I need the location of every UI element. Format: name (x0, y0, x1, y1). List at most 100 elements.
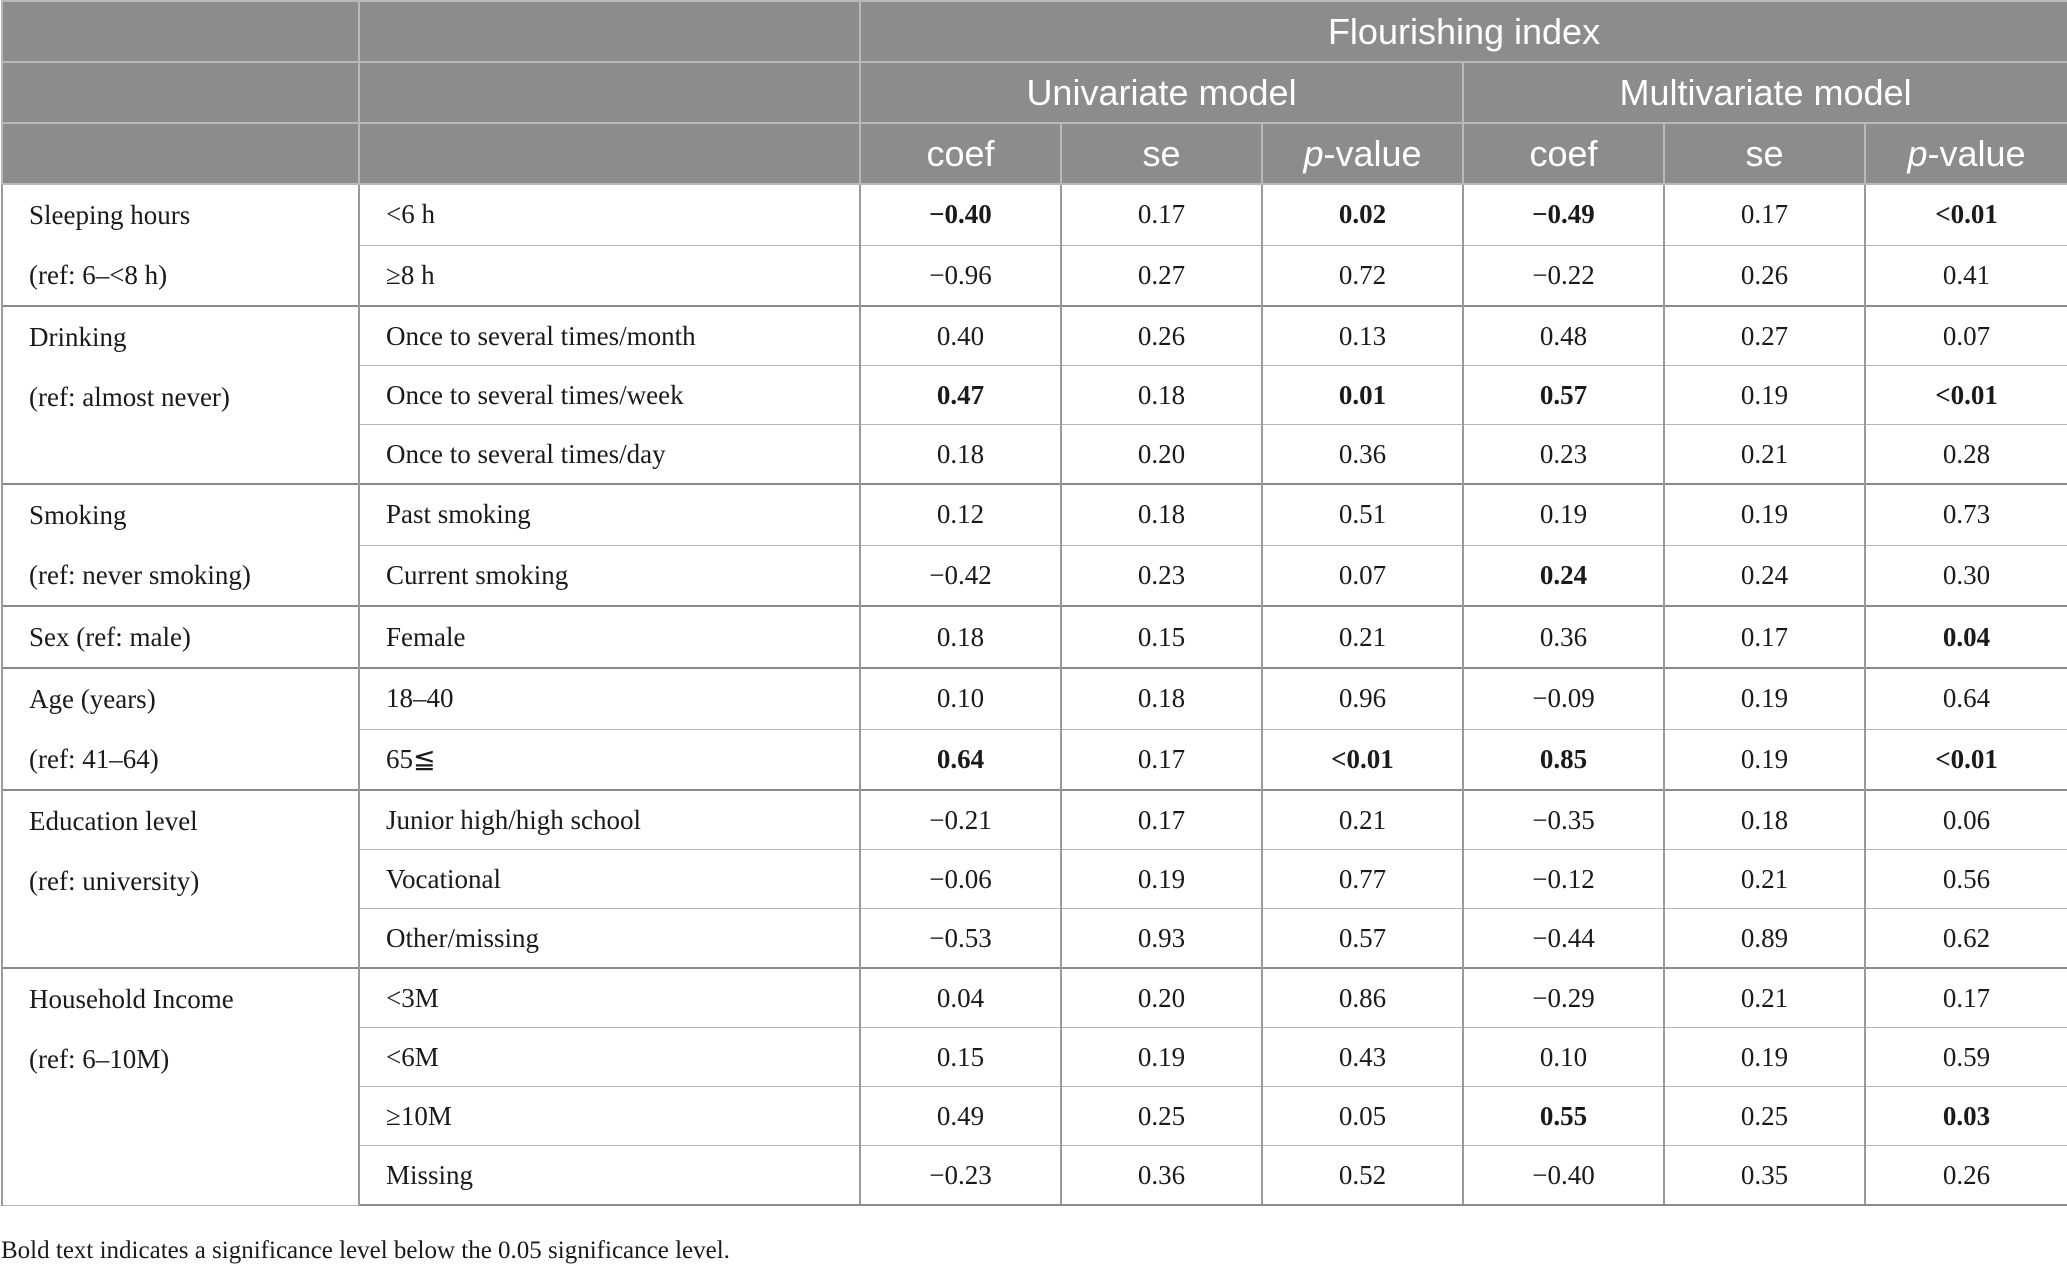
level-cell: Vocational (358, 849, 861, 909)
univariate-p-value-cell-value: <0.01 (1331, 743, 1394, 774)
univariate-coef-cell: 0.18 (859, 605, 1062, 669)
multivariate-p-value-cell-value: 0.30 (1942, 559, 1991, 590)
multivariate-p-value-cell: 0.73 (1863, 483, 2067, 546)
multivariate-p-value-cell-value: 0.73 (1942, 499, 1991, 530)
univariate-p-value-cell-value: 0.86 (1338, 982, 1387, 1013)
multivariate-p-value-cell: 0.07 (1863, 305, 2067, 366)
multivariate-coef-cell-value: 0.19 (1539, 499, 1588, 530)
variable-name: Sleeping hours (29, 200, 191, 230)
univariate-p-value-cell: 0.51 (1261, 483, 1464, 546)
regression-table: Flourishing index Univariate model Multi… (1, 0, 2067, 1206)
multivariate-coef-cell: 0.85 (1462, 728, 1665, 791)
table-row: Household Income (ref: 6–10M) <3M 0.04 0.20 0… (1, 967, 2067, 1206)
univariate-coef-cell: 0.49 (859, 1086, 1062, 1146)
univariate-se-cell: 0.20 (1060, 967, 1263, 1028)
multivariate-se-cell: 0.21 (1663, 849, 1866, 909)
univariate-se-cell: 0.18 (1060, 483, 1263, 546)
univariate-se-cell: 0.17 (1060, 183, 1263, 246)
univariate-se-cell: 0.19 (1060, 1027, 1263, 1087)
multivariate-coef-cell-value: −0.09 (1532, 683, 1595, 714)
multivariate-se-cell-value: 0.19 (1740, 683, 1789, 714)
univariate-p-value-cell-value: 0.36 (1338, 438, 1387, 469)
univariate-se-cell: 0.25 (1060, 1086, 1263, 1146)
univariate-p-value-cell: 0.72 (1261, 244, 1464, 307)
multivariate-p-value-cell-value: 0.64 (1942, 683, 1991, 714)
univariate-p-value-cell-value: 0.02 (1338, 199, 1387, 230)
multivariate-p-value-cell-value: <0.01 (1935, 743, 1998, 774)
univariate-se-cell: 0.26 (1060, 305, 1263, 366)
univariate-se-cell-value: 0.18 (1137, 683, 1186, 714)
multivariate-coef-cell: 0.24 (1462, 544, 1665, 607)
univariate-coef-cell: 0.47 (859, 365, 1062, 425)
univariate-se-cell: 0.17 (1060, 789, 1263, 850)
univariate-coef-cell-value: −0.21 (929, 804, 992, 835)
multivariate-p-value-cell: 0.64 (1863, 667, 2067, 730)
variable-name: Education level (29, 806, 198, 836)
multivariate-coef-cell: −0.35 (1462, 789, 1665, 850)
multivariate-p-value-cell-value: 0.04 (1942, 621, 1991, 652)
variable-reference: (ref: 6–<8 h) (29, 260, 168, 290)
univariate-se-cell-value: 0.93 (1137, 922, 1186, 953)
level-cell: 18–40 (358, 667, 861, 730)
univariate-p-value-cell: 0.43 (1261, 1027, 1464, 1087)
multivariate-coef-cell: 0.19 (1462, 483, 1665, 546)
level-cell: Other/missing (358, 908, 861, 969)
variable-cell: Education level (ref: university) (1, 789, 360, 969)
univariate-coef-cell-value: −0.53 (929, 922, 992, 953)
univariate-coef-cell-value: −0.40 (929, 199, 992, 230)
multivariate-p-value-cell-value: 0.03 (1942, 1100, 1991, 1131)
multivariate-se-cell: 0.26 (1663, 244, 1866, 307)
multivariate-se-cell: 0.18 (1663, 789, 1866, 850)
univariate-p-value-cell: 0.36 (1261, 424, 1464, 485)
multivariate-se-cell-value: 0.21 (1740, 982, 1789, 1013)
table-row: Sleeping hours (ref: 6–<8 h) <6 h −0.40 0.17… (1, 183, 2067, 307)
multivariate-coef-cell: 0.55 (1462, 1086, 1665, 1146)
univariate-se-cell: 0.23 (1060, 544, 1263, 607)
multivariate-se-cell-value: 0.19 (1740, 743, 1789, 774)
univariate-coef-cell-value: 0.10 (936, 683, 985, 714)
multivariate-model-header: Multivariate model (1461, 61, 2067, 124)
multivariate-se-cell-value: 0.19 (1740, 379, 1789, 410)
multivariate-coef-cell-value: 0.23 (1539, 438, 1588, 469)
multivariate-p-value-cell: 0.62 (1863, 908, 2067, 969)
header-blank-cell (358, 61, 861, 124)
univariate-coef-cell: 0.64 (859, 728, 1062, 791)
multivariate-p-value-cell-value: 0.28 (1942, 438, 1991, 469)
univariate-se-cell: 0.19 (1060, 849, 1263, 909)
univariate-coef-cell-value: 0.04 (936, 982, 985, 1013)
header-blank-cell (1, 0, 360, 63)
univariate-se-cell-value: 0.23 (1137, 559, 1186, 590)
variable-reference: (ref: university) (29, 866, 200, 896)
univariate-p-value-cell-value: 0.72 (1338, 259, 1387, 290)
univariate-coef-cell: 0.40 (859, 305, 1062, 366)
multivariate-p-value-cell-value: <0.01 (1935, 379, 1998, 410)
univariate-coef-cell-value: 0.49 (936, 1100, 985, 1131)
univariate-coef-cell-value: −0.23 (929, 1159, 992, 1190)
univariate-coef-cell-value: 0.40 (936, 320, 985, 351)
level-cell: ≥10M (358, 1086, 861, 1146)
multivariate-p-value-cell-value: 0.06 (1942, 804, 1991, 835)
univariate-se-cell-value: 0.18 (1137, 379, 1186, 410)
multivariate-coef-cell-value: −0.44 (1532, 922, 1595, 953)
variable-cell: Smoking (ref: never smoking) (1, 483, 360, 607)
multivariate-se-cell: 0.27 (1663, 305, 1866, 366)
univariate-p-value-cell: 0.07 (1261, 544, 1464, 607)
univariate-p-value-cell-value: 0.01 (1338, 379, 1387, 410)
table-row: Vocational −0.06 0.19 0.77 −0.12 0.21 0.56 (2, 849, 2067, 909)
level-cell: Once to several times/week (358, 365, 861, 425)
univariate-coef-cell: 0.18 (859, 424, 1062, 485)
univariate-se-cell: 0.27 (1060, 244, 1263, 307)
level-cell: ≥8 h (358, 244, 861, 307)
univariate-p-value-cell: 0.13 (1261, 305, 1464, 366)
multivariate-se-cell: 0.17 (1663, 183, 1866, 246)
p-value-suffix: -value (1323, 132, 1422, 174)
variable-reference: (ref: almost never) (29, 382, 230, 412)
univariate-p-value-cell-value: 0.21 (1338, 804, 1387, 835)
multivariate-se-cell: 0.19 (1663, 728, 1866, 791)
multivariate-coef-cell-value: −0.35 (1532, 804, 1595, 835)
table-footnote: Bold text indicates a significance level… (1, 1237, 730, 1264)
univariate-coef-cell: 0.15 (859, 1027, 1062, 1087)
univariate-p-value-cell-value: 0.21 (1338, 621, 1387, 652)
table-row: Missing −0.23 0.36 0.52 −0.40 0.35 0.26 (2, 1145, 2067, 1206)
univariate-se-cell-value: 0.15 (1137, 621, 1186, 652)
